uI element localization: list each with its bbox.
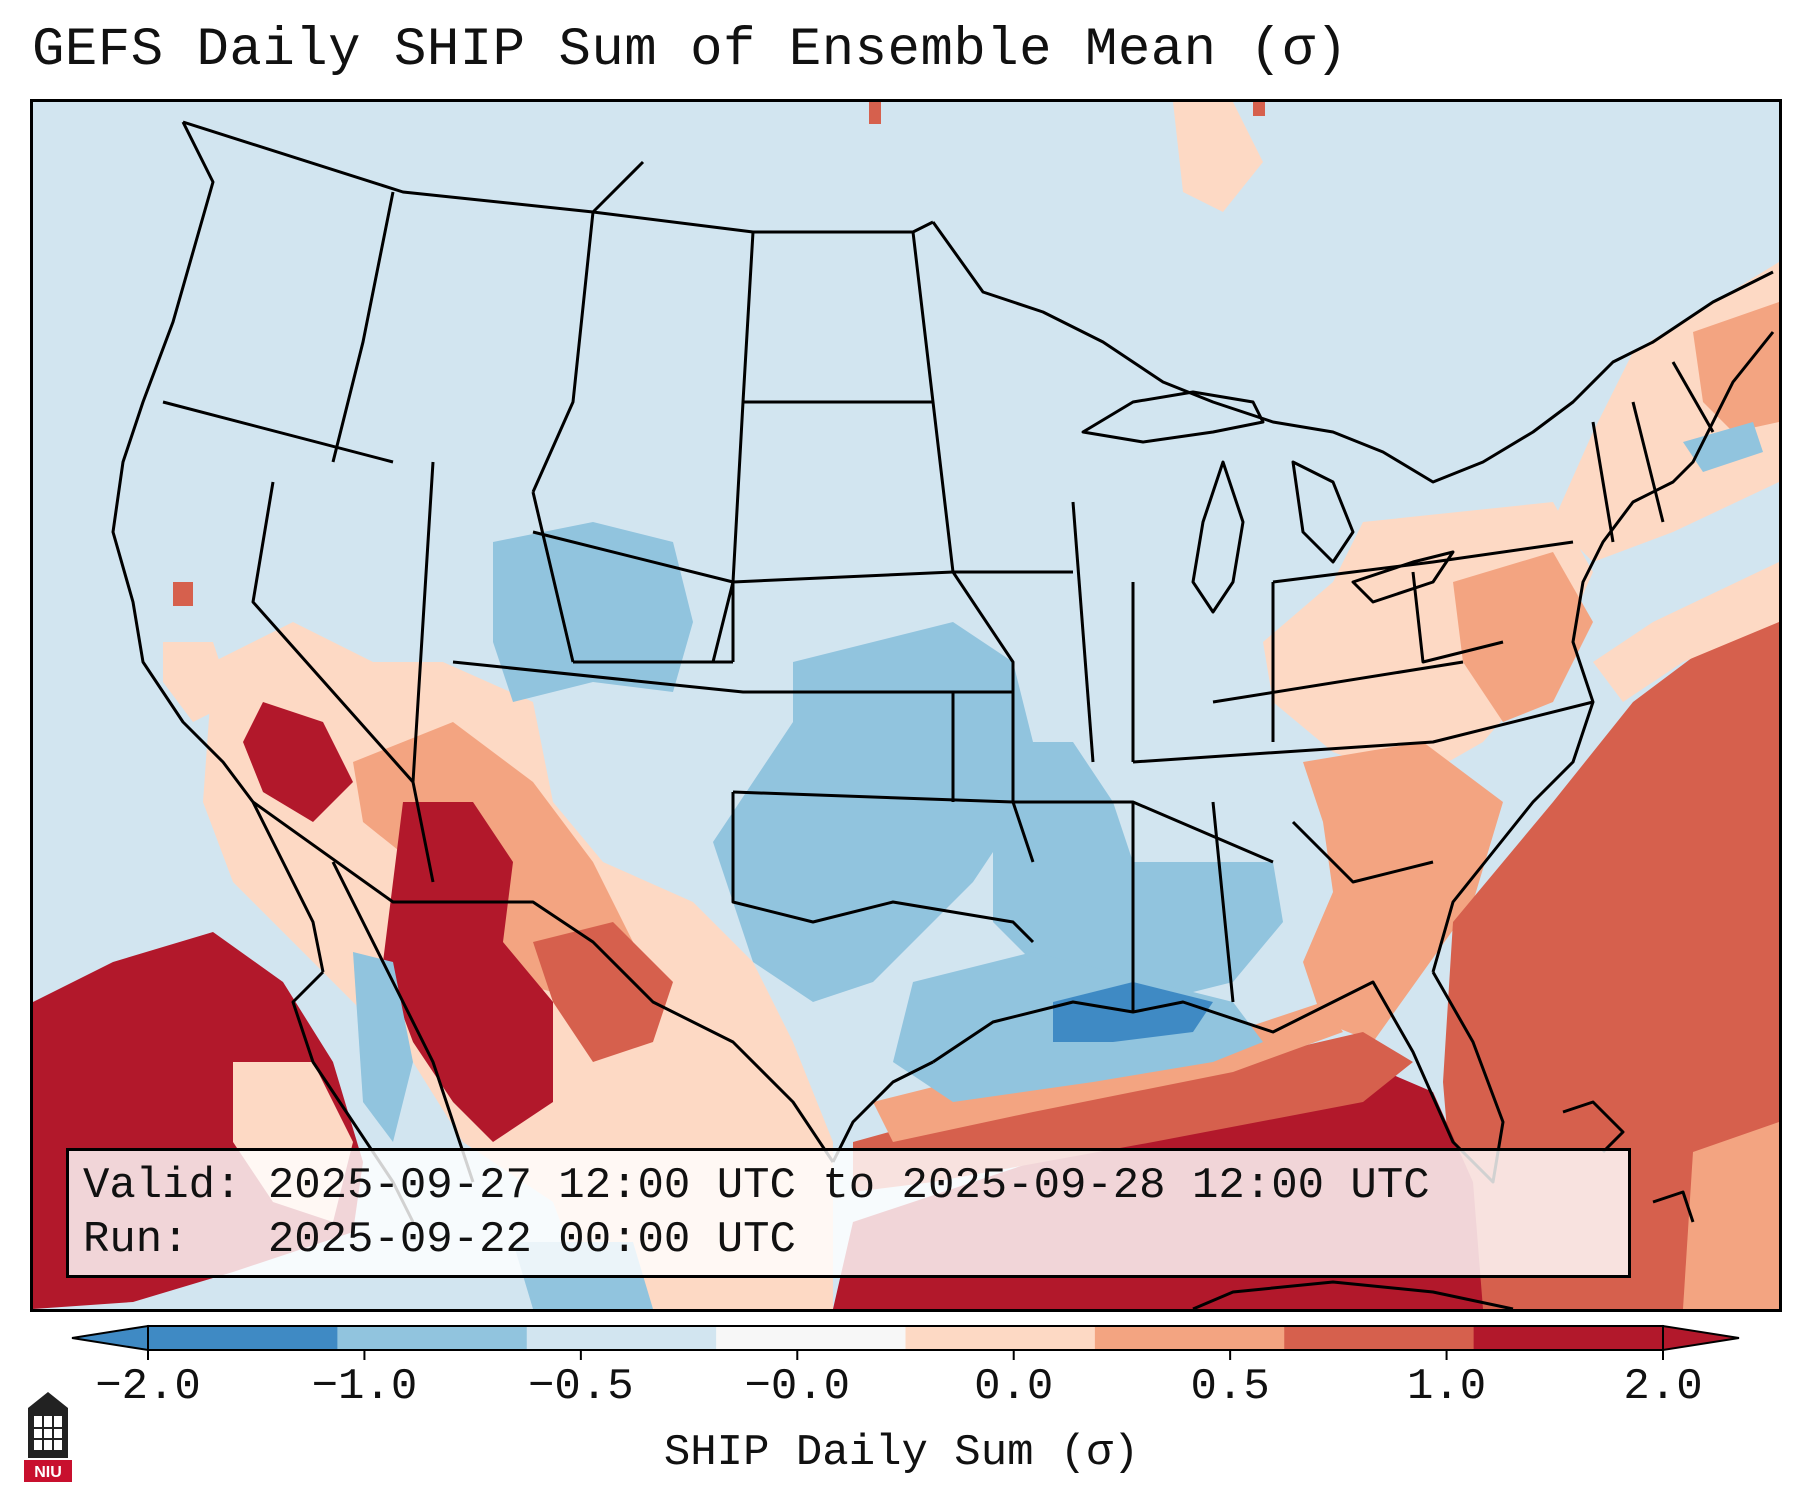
colorbar-label: SHIP Daily Sum (σ): [663, 1428, 1140, 1478]
colorbar: [71, 1324, 1740, 1360]
map-borders: [111, 120, 1775, 1309]
anomaly-region-mexico-extreme: [383, 802, 553, 1142]
colorbar-segment: [905, 1326, 1096, 1350]
colorbar-extend-low: [71, 1324, 149, 1352]
anomaly-region-atlantic-strong: [1433, 602, 1779, 1309]
state-line: [1132, 700, 1594, 764]
anomaly-region-offshore-negative: [1683, 422, 1763, 472]
anomaly-region-maine-positive: [1693, 302, 1779, 432]
anomaly-region-carolinas-positive: [1303, 742, 1503, 1042]
anomaly-region-bahamas-positive: [1683, 1122, 1779, 1309]
state-line: [531, 211, 595, 493]
state-line: [411, 461, 435, 783]
colorbar-tick-label: 0.5: [1190, 1362, 1270, 1412]
colorbar-segment: [148, 1326, 338, 1350]
valid-label: Valid:: [83, 1161, 242, 1211]
mexico-gulf-coast: [831, 1060, 934, 1163]
colorbar-tick-label: −2.0: [95, 1362, 201, 1412]
state-line: [1272, 540, 1574, 584]
state-line: [1071, 501, 1095, 763]
state-line: [1211, 801, 1235, 1003]
anomaly-region-atlantic-edge: [1593, 562, 1779, 702]
state-line: [1671, 361, 1715, 433]
anomaly-cell: [869, 102, 881, 124]
anomaly-region-socal-extreme: [243, 702, 353, 822]
pacific-coastline: [111, 121, 325, 973]
state-line: [251, 481, 435, 883]
bahamas-island: [1652, 1190, 1695, 1223]
state-line: [591, 160, 645, 214]
anomaly-region-gulf-of-california-negative: [353, 952, 413, 1142]
cuba-coastline: [1192, 1280, 1514, 1309]
state-line: [531, 491, 575, 663]
logo-text: NIU: [34, 1464, 62, 1481]
gulf-coastline: [932, 971, 1505, 1184]
us-mexico-border: [252, 800, 835, 1163]
anomaly-cell: [1253, 102, 1265, 116]
niu-logo: NIU: [24, 1392, 72, 1482]
state-line: [711, 231, 755, 663]
colorbar-tick-label: −0.0: [744, 1362, 851, 1412]
run-label: Run:: [83, 1215, 189, 1265]
colorbar-segment: [526, 1326, 717, 1350]
great-lakes-border: [931, 221, 1774, 484]
lake-huron: [1291, 460, 1355, 564]
run-time: 2025-09-22 00:00 UTC: [267, 1215, 796, 1265]
state-line: [732, 570, 954, 584]
anomaly-region-chihuahua-strong: [533, 922, 673, 1062]
canada-us-border: [182, 120, 934, 234]
state-line: [1411, 571, 1504, 664]
colorbar-outline: [147, 1325, 1664, 1351]
state-line: [1291, 820, 1434, 884]
colorbar-segments: [71, 1324, 1740, 1352]
state-line: [162, 400, 394, 464]
colorbar-segment: [716, 1326, 906, 1350]
anomaly-region-colorado-negative: [493, 522, 693, 702]
state-line: [1591, 421, 1615, 543]
colorbar-tick-label: 0.0: [974, 1362, 1054, 1412]
colorbar-tick-label: −0.5: [528, 1362, 634, 1412]
logo-window-icon: [34, 1416, 62, 1450]
colorbar-segment: [337, 1326, 528, 1350]
state-line: [1631, 401, 1665, 523]
state-line: [732, 790, 1014, 804]
state-line: [1212, 660, 1464, 704]
colorbar-tick-marks: [147, 1350, 1664, 1360]
state-line: [731, 792, 1035, 944]
colorbar-tick-label: 2.0: [1623, 1362, 1703, 1412]
bahamas-island: [1562, 1100, 1625, 1154]
lake-superior: [1081, 390, 1265, 444]
colorbar-segment: [1284, 1326, 1475, 1350]
anomaly-region-mississippi-negative: [993, 742, 1283, 1002]
colorbar-segment: [1473, 1326, 1664, 1350]
state-line: [911, 231, 1035, 863]
colorbar-segment: [1094, 1326, 1285, 1350]
colorbar-tick-label: −1.0: [311, 1362, 418, 1412]
anomaly-region-virginia-positive: [1453, 552, 1593, 722]
gulf-of-california-coast: [331, 861, 475, 1183]
state-line: [452, 660, 1013, 694]
lake-michigan: [1191, 460, 1245, 614]
valid-time-range: 2025-09-27 12:00 UTC to 2025-09-28 12:00…: [267, 1161, 1430, 1211]
anomaly-region-coast-positive: [163, 642, 233, 722]
logo-banner: [24, 1460, 72, 1482]
state-line: [331, 191, 395, 463]
atlantic-coastline: [1431, 331, 1775, 973]
anomaly-cell: [173, 582, 193, 606]
valid-run-info-box: Valid: 2025-09-27 12:00 UTC to 2025-09-2…: [66, 1148, 1631, 1278]
anomaly-region-canada-positive: [1173, 102, 1263, 212]
colorbar-extend-high: [1662, 1324, 1740, 1352]
colorbar-tick-label: 1.0: [1406, 1362, 1487, 1412]
map-title: GEFS Daily SHIP Sum of Ensemble Mean (σ): [32, 20, 1349, 81]
